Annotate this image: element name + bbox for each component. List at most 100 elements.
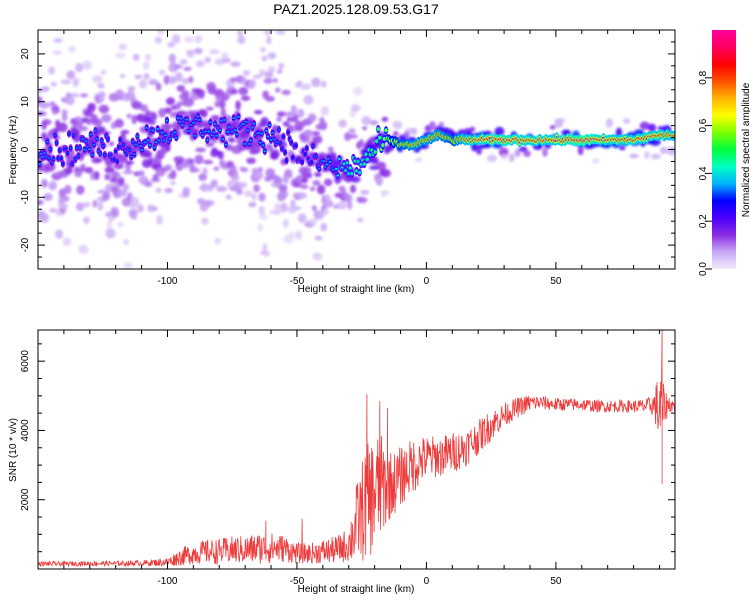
spectrogram-cell xyxy=(57,122,68,133)
spectrogram-cell xyxy=(84,266,92,269)
spectrogram-cell xyxy=(349,134,358,139)
spectrogram-cell xyxy=(316,184,326,195)
spectrogram-cell xyxy=(232,117,236,120)
spectrogram-cell xyxy=(78,246,89,254)
spectrogram-cell xyxy=(275,30,286,35)
spectrogram-cell xyxy=(227,125,231,128)
spectrogram-cell xyxy=(84,140,88,143)
spectrogram-cell xyxy=(278,190,289,199)
spectrogram-cell xyxy=(549,125,556,130)
spectrogram-cell xyxy=(265,30,271,36)
spectrogram-cell xyxy=(138,79,148,89)
spectrogram-cell xyxy=(244,120,248,123)
spectrogram-cell xyxy=(94,129,97,132)
spectrogram-cell xyxy=(271,131,275,134)
spectrogram-cell xyxy=(115,160,119,163)
spectrogram-cell xyxy=(246,157,257,164)
spectrogram-cell xyxy=(150,117,156,126)
spectrogram-cell xyxy=(131,140,135,143)
spectrogram-cell xyxy=(47,157,51,160)
spectrogram-cell xyxy=(58,203,69,209)
spectrogram-cell xyxy=(380,190,390,195)
x-tick-label: -100 xyxy=(157,576,177,587)
spectrogram-cell xyxy=(350,104,361,113)
spectrogram-cell xyxy=(476,146,482,155)
spectrogram-cell xyxy=(191,121,195,124)
spectrogram-cell xyxy=(276,116,282,122)
spectrogram-cell xyxy=(44,272,53,278)
spectrogram-cell xyxy=(52,50,62,55)
spectrogram-cell xyxy=(554,118,566,123)
spectrogram-cell xyxy=(309,186,316,192)
snr-series-line xyxy=(38,330,675,568)
spectrogram-cell xyxy=(115,89,125,99)
spectrogram-cell xyxy=(282,135,285,138)
spectrogram-cell xyxy=(257,166,263,173)
spectrogram-cell xyxy=(95,157,103,164)
spectrogram-cell xyxy=(165,97,176,106)
spectrogram-cell xyxy=(58,149,62,152)
spectrogram-cell xyxy=(49,207,58,213)
spectrogram-cell xyxy=(131,114,137,125)
spectrogram-cell xyxy=(235,133,239,136)
spectrogram-cell xyxy=(302,166,312,176)
spectrogram-cell xyxy=(84,166,94,174)
spectrogram-cell xyxy=(117,221,124,228)
spectrogram-cell xyxy=(291,205,302,211)
spectrogram-cell xyxy=(492,142,503,149)
spectrogram-cell xyxy=(114,150,118,153)
spectrogram-cell xyxy=(60,79,72,85)
spectrogram-cell xyxy=(148,79,159,86)
spectrogram-cell xyxy=(236,136,243,145)
spectrogram-cell xyxy=(325,163,329,166)
spectrogram-cell xyxy=(246,129,250,132)
spectrogram-cell xyxy=(272,77,278,84)
spectrogram-cell xyxy=(136,135,139,138)
spectrogram-cell xyxy=(168,75,177,85)
spectrogram-cell xyxy=(181,90,190,97)
spectrogram-cell xyxy=(251,193,257,201)
spectrogram-cell xyxy=(514,148,521,158)
spectrogram-cell xyxy=(361,126,368,131)
spectrogram-cell xyxy=(310,77,321,88)
spectrogram-cell xyxy=(650,153,661,160)
spectrogram-cell xyxy=(210,116,221,122)
spectrogram-cell xyxy=(340,187,347,198)
spectrogram-cell xyxy=(315,135,323,144)
spectrogram-cell xyxy=(523,150,531,157)
spectrogram-cell xyxy=(314,171,322,177)
spectrogram-cell xyxy=(122,143,125,146)
spectrogram-cell xyxy=(267,52,277,60)
spectrogram-cell xyxy=(58,188,67,198)
spectrogram-cell xyxy=(320,105,330,116)
spectrogram-cell xyxy=(378,136,382,139)
spectrogram-cell xyxy=(375,140,379,143)
spectrogram-cell xyxy=(273,176,284,184)
spectrogram-cell xyxy=(80,163,86,173)
spectrogram-cell xyxy=(106,138,110,141)
colorbar-tick-label: 0.6 xyxy=(698,118,709,132)
spectrogram-cell xyxy=(253,74,262,79)
spectrogram-cell xyxy=(327,146,334,153)
spectrogram-cell xyxy=(92,200,98,208)
snr-x-ticks: -100 -50 0 50 xyxy=(37,330,660,587)
spectrogram-cell xyxy=(151,129,155,132)
spectrogram-cell xyxy=(230,88,238,95)
spectrogram-cell xyxy=(158,69,166,76)
spectrogram-cell xyxy=(43,193,53,201)
spectrogram-cell xyxy=(350,175,361,183)
spectrogram-cell xyxy=(243,142,247,145)
spectrogram-cell xyxy=(145,150,153,159)
spectrogram-cell xyxy=(143,73,150,80)
spectrogram-cell xyxy=(213,88,225,98)
spectrogram-cell xyxy=(151,206,158,212)
spectrogram-cell xyxy=(168,137,172,140)
spectrogram-cell xyxy=(300,83,312,90)
spectrogram-cell xyxy=(201,217,209,225)
spectrogram-cell xyxy=(114,119,124,128)
spectrogram-cell xyxy=(185,118,189,121)
spectrogram-cell xyxy=(129,196,140,206)
spectrogram-cell xyxy=(162,139,166,142)
